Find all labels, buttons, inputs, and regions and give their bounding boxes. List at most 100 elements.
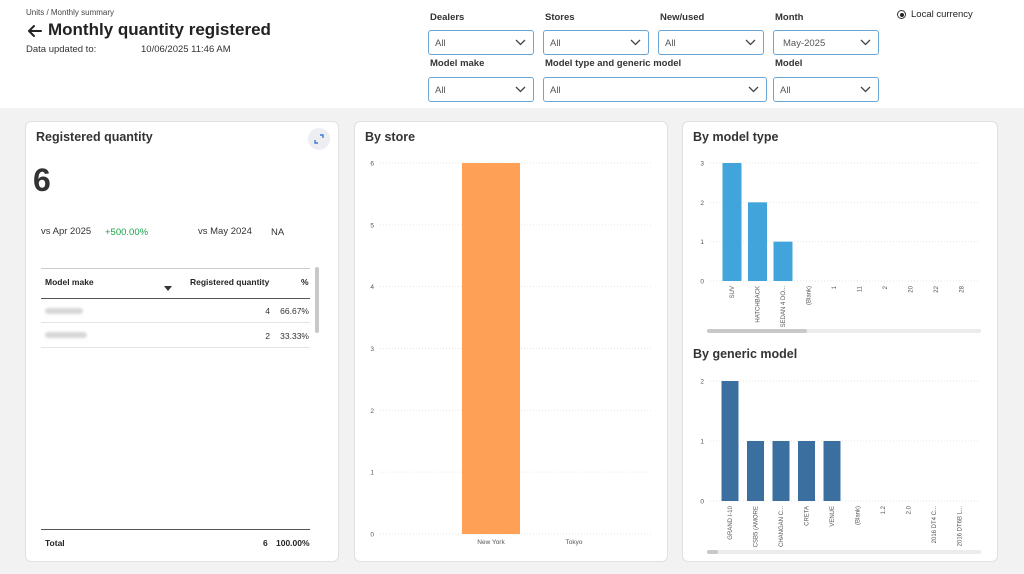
- stores-value: All: [550, 38, 561, 49]
- x-tick-label: 2: [883, 285, 889, 289]
- total-qty: 6: [263, 538, 268, 548]
- table-total-border: [41, 529, 310, 530]
- x-tick-label: HATCHBACK: [756, 286, 762, 323]
- x-tick-label: 2016 DT4 C...: [932, 506, 938, 544]
- y-tick-label: 0: [700, 499, 704, 506]
- model-type-scroll-track: [707, 329, 981, 333]
- x-tick-label: 1.2: [881, 505, 887, 514]
- stores-dropdown[interactable]: All: [543, 30, 649, 55]
- chevron-down-icon: [860, 39, 871, 46]
- dealers-dropdown[interactable]: All: [428, 30, 534, 55]
- vs-prev-month-label: vs Apr 2025: [41, 226, 92, 237]
- y-tick-label: 1: [700, 239, 704, 246]
- bar[interactable]: [462, 163, 520, 534]
- new-used-dropdown[interactable]: All: [658, 30, 764, 55]
- page-title: Monthly quantity registered: [48, 20, 271, 39]
- chevron-down-icon: [748, 86, 759, 93]
- y-tick-label: 3: [700, 161, 704, 168]
- by-store-title: By store: [365, 130, 416, 144]
- filter-label-new-used: New/used: [660, 12, 705, 23]
- new-used-value: All: [665, 38, 676, 49]
- total-label: Total: [45, 538, 65, 548]
- kpi-value: 6: [33, 162, 51, 198]
- local-currency-radio[interactable]: [897, 10, 906, 19]
- month-value: May-2025: [783, 38, 826, 49]
- y-tick-label: 2: [370, 408, 374, 415]
- bar[interactable]: [773, 241, 793, 281]
- model-dropdown[interactable]: All: [773, 77, 879, 102]
- chevron-down-icon: [630, 39, 641, 46]
- row-qty: 4: [265, 306, 270, 316]
- column-header-percent[interactable]: %: [301, 277, 309, 287]
- total-percent: 100.00%: [276, 538, 310, 548]
- model-value: All: [780, 85, 791, 96]
- table-top-border: [41, 268, 310, 269]
- by-model-type-title: By model type: [693, 130, 779, 144]
- table-header-border: [41, 298, 310, 299]
- by-generic-model-chart[interactable]: 0 1 2 GRAND I-10 CSB5 (AMORE CHANGAN C... CRET…: [690, 368, 990, 548]
- y-tick-label: 6: [370, 161, 374, 168]
- x-tick-label: 2.0: [907, 505, 913, 514]
- table-row[interactable]: 4 66.67%: [41, 299, 310, 323]
- y-tick-label: 4: [370, 284, 374, 291]
- chevron-down-icon: [745, 39, 756, 46]
- x-tick-label: VENUE: [830, 506, 836, 527]
- x-tick-label: 20: [909, 285, 915, 292]
- model-type-scrollbar[interactable]: [707, 329, 807, 333]
- x-tick-label: Tokyo: [566, 539, 583, 546]
- vs-prev-month-value: +500.00%: [105, 227, 149, 238]
- x-tick-label: (Blank): [856, 506, 862, 525]
- local-currency-label[interactable]: Local currency: [911, 9, 973, 20]
- y-tick-label: 5: [370, 222, 374, 229]
- x-tick-label: SUV: [730, 286, 736, 298]
- model-make-dropdown[interactable]: All: [428, 77, 534, 102]
- x-tick-label: (Blank): [807, 286, 813, 305]
- y-tick-label: 0: [370, 532, 374, 539]
- chevron-down-icon: [515, 86, 526, 93]
- x-tick-label: GRAND I-10: [728, 505, 734, 539]
- sort-desc-icon[interactable]: [164, 286, 172, 291]
- generic-model-scroll-track: [707, 550, 981, 554]
- x-tick-label: 1: [832, 285, 838, 289]
- row-percent: 33.33%: [280, 331, 309, 341]
- back-arrow-icon[interactable]: [26, 22, 44, 40]
- x-tick-label: CSB5 (AMORE: [754, 506, 760, 547]
- column-header-model-make[interactable]: Model make: [45, 277, 94, 287]
- bar[interactable]: [721, 381, 739, 501]
- bar[interactable]: [823, 441, 841, 501]
- y-tick-label: 1: [370, 470, 374, 477]
- y-tick-label: 2: [700, 379, 704, 386]
- x-tick-label: CRETA: [805, 506, 811, 526]
- filter-label-dealers: Dealers: [430, 12, 465, 23]
- vs-prev-year-label: vs May 2024: [198, 226, 252, 237]
- bar[interactable]: [747, 441, 764, 501]
- table-scrollbar[interactable]: [315, 267, 319, 333]
- chevron-down-icon: [515, 39, 526, 46]
- y-tick-label: 0: [700, 279, 704, 286]
- filter-label-model: Model: [775, 58, 803, 69]
- bar[interactable]: [772, 441, 790, 501]
- model-type-generic-dropdown[interactable]: All: [543, 77, 767, 102]
- bar[interactable]: [722, 163, 742, 281]
- month-dropdown[interactable]: May-2025: [773, 30, 879, 55]
- expand-button[interactable]: [308, 128, 330, 150]
- model-type-generic-value: All: [550, 85, 561, 96]
- filter-label-model-make: Model make: [430, 58, 485, 69]
- row-percent: 66.67%: [280, 306, 309, 316]
- filter-label-month: Month: [775, 12, 804, 23]
- row-qty: 2: [265, 331, 270, 341]
- column-header-registered-quantity[interactable]: Registered quantity: [190, 277, 270, 287]
- breadcrumb[interactable]: Units / Monthly summary: [26, 8, 115, 17]
- bar[interactable]: [748, 202, 767, 281]
- bar[interactable]: [798, 441, 815, 501]
- filter-label-model-type-generic: Model type and generic model: [545, 58, 682, 69]
- redacted-model-make: [45, 308, 83, 314]
- generic-model-scrollbar[interactable]: [707, 550, 718, 554]
- table-row[interactable]: 2 33.33%: [41, 323, 310, 348]
- y-tick-label: 3: [370, 346, 374, 353]
- by-store-chart[interactable]: 0 1 2 3 4 5 6 New York Tokyo: [360, 150, 660, 550]
- by-generic-model-title: By generic model: [693, 347, 798, 361]
- x-tick-label: SEDAN 4 DO...: [781, 286, 787, 328]
- updated-label: Data updated to:: [26, 44, 97, 55]
